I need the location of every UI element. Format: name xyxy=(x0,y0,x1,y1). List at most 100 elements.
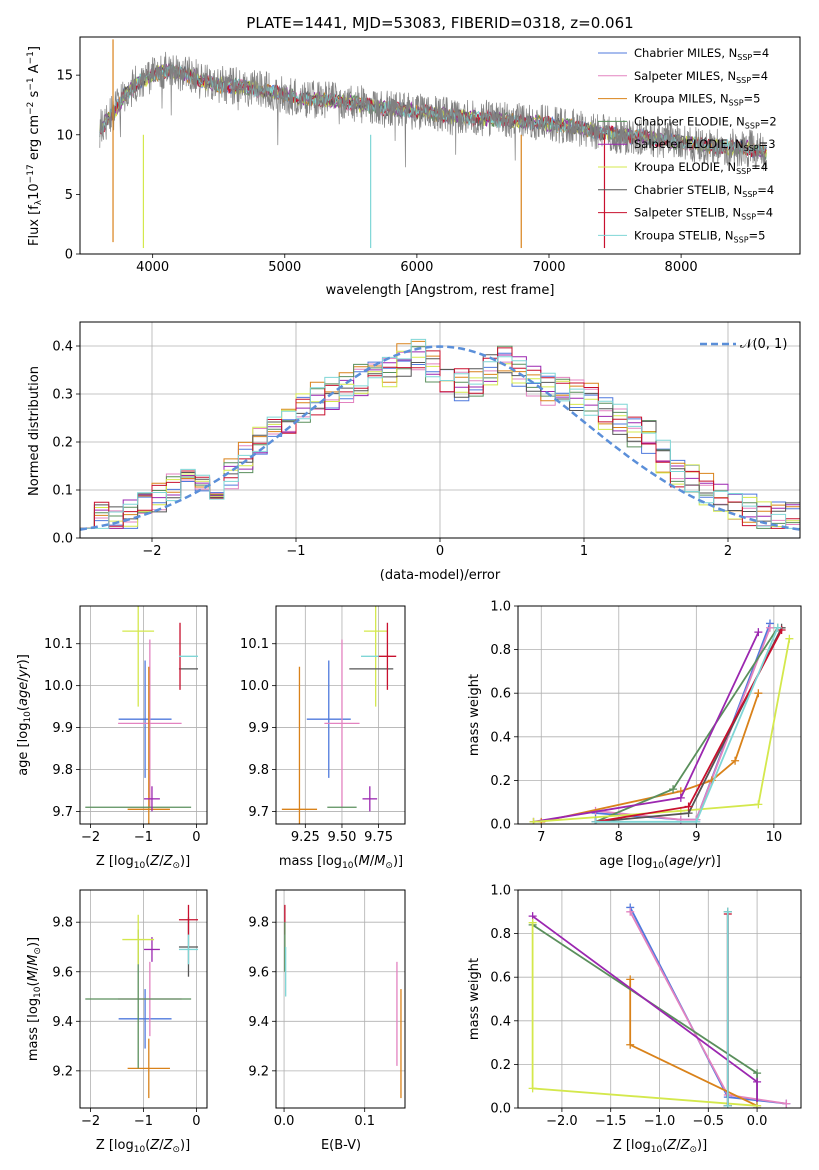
weight-series-line xyxy=(595,629,783,823)
y-tick-label: 0 xyxy=(65,248,73,263)
y-tick-label: 9.8 xyxy=(52,763,73,778)
x-tick-label: 4000 xyxy=(136,260,169,275)
plus-marker xyxy=(723,1101,732,1108)
errorbar-group xyxy=(284,904,402,1099)
y-tick-label: 0.0 xyxy=(490,1102,511,1117)
y-tick-label: 15 xyxy=(56,69,73,84)
y-tick-label: 10.0 xyxy=(44,679,73,694)
histogram-xlabel: (data-model)/error xyxy=(380,568,501,583)
spectrum-panel: PLATE=1441, MJD=53083, FIBERID=0318, z=0… xyxy=(26,14,801,298)
plus-marker xyxy=(773,623,782,632)
mass-vs-ebv-plot: 0.0 0.1 9.2 9.4 9.6 9.8 xyxy=(248,889,406,1129)
plus-marker xyxy=(669,785,678,794)
errorbar-group xyxy=(85,904,199,1099)
y-tick-label: 0.2 xyxy=(490,1058,511,1073)
mass-metallicity-xlabel: Z [log10(Z/Z⊙)] xyxy=(96,1138,190,1155)
plus-marker xyxy=(782,1099,791,1108)
plus-marker xyxy=(754,800,763,809)
legend-label: Chabrier MILES, NSSP=4 xyxy=(634,46,769,62)
x-tick-label: 5000 xyxy=(268,260,301,275)
y-tick-label: 9.4 xyxy=(248,1015,269,1030)
y-tick-label: 0.0 xyxy=(52,532,73,547)
residual-histogram-panel: −2 −1 0 1 2 0.0 0.1 0.2 0.3 0.4 (data-model)/erro… xyxy=(27,321,801,583)
spectrum-lines xyxy=(99,39,768,249)
y-tick-label: 9.8 xyxy=(248,763,269,778)
weight-metallicity-ylabel: mass weight xyxy=(467,958,482,1040)
x-tick-label: 1 xyxy=(580,544,588,559)
x-tick-label: 9.50 xyxy=(327,830,356,845)
weight-series-line xyxy=(531,922,758,1107)
weight-series-line xyxy=(629,979,758,1107)
axes-frame xyxy=(79,321,801,539)
y-tick-label: 0.8 xyxy=(490,927,511,942)
x-tick-label: −2.0 xyxy=(546,1114,578,1129)
x-tick-label: 7 xyxy=(537,830,545,845)
normal-legend-label: 𝒩(0, 1) xyxy=(740,337,787,352)
histogram-ylabel: Normed distribution xyxy=(27,366,42,496)
legend-label: Salpeter STELIB, NSSP=4 xyxy=(634,206,773,222)
legend-label: Chabrier STELIB, NSSP=4 xyxy=(634,183,774,199)
histogram-series-line xyxy=(80,338,800,529)
y-tick-label: 10 xyxy=(56,128,73,143)
y-tick-label: 5 xyxy=(65,188,73,203)
y-tick-label: 10.1 xyxy=(44,637,73,652)
y-tick-label: 0.6 xyxy=(490,971,511,986)
y-tick-label: 10.1 xyxy=(240,637,269,652)
x-tick-label: −1 xyxy=(134,1114,153,1129)
y-tick-label: 0.4 xyxy=(52,340,73,355)
errorbar-group xyxy=(281,606,397,824)
weight-metallicity-xlabel: Z [log10(Z/Z⊙)] xyxy=(613,1138,707,1155)
x-tick-label: 8 xyxy=(615,830,623,845)
x-tick-label: −1 xyxy=(286,544,305,559)
x-tick-label: 0 xyxy=(192,830,200,845)
x-tick-label: 7000 xyxy=(532,260,565,275)
axes-frame xyxy=(79,605,208,825)
weight-age-ylabel: mass weight xyxy=(467,674,482,756)
y-tick-label: 9.2 xyxy=(248,1064,269,1079)
weight-series-line xyxy=(532,924,758,1108)
x-tick-label: −1 xyxy=(134,830,153,845)
y-tick-label: 9.6 xyxy=(248,965,269,980)
plus-marker xyxy=(676,793,685,802)
plus-marker xyxy=(528,1084,537,1093)
x-tick-label: 0.0 xyxy=(274,1114,295,1129)
x-tick-label: 0 xyxy=(192,1114,200,1129)
histogram-steps xyxy=(80,338,800,531)
plus-marker xyxy=(529,817,538,824)
axes-frame xyxy=(79,889,208,1109)
weight-series-line xyxy=(595,627,779,823)
y-tick-label: 9.9 xyxy=(248,721,269,736)
y-tick-label: 0.4 xyxy=(490,730,511,745)
weight-series-line xyxy=(533,638,791,823)
x-tick-label: 0.1 xyxy=(354,1114,375,1129)
y-tick-label: 9.8 xyxy=(248,916,269,931)
weight-age-xlabel: age [log10(age/yr)] xyxy=(599,854,721,871)
weight-series-line xyxy=(595,627,783,823)
errorbar-group xyxy=(85,606,199,824)
y-tick-label: 9.4 xyxy=(52,1015,73,1030)
weight-series-line xyxy=(533,631,760,823)
y-tick-label: 0.2 xyxy=(490,774,511,789)
y-tick-label: 10.0 xyxy=(240,679,269,694)
x-tick-label: 10 xyxy=(766,830,783,845)
legend-label: Kroupa STELIB, NSSP=5 xyxy=(634,228,765,244)
residual-histogram-plot: −2 −1 0 1 2 0.0 0.1 0.2 0.3 0.4 xyxy=(52,321,801,559)
y-tick-label: 0.3 xyxy=(52,388,73,403)
legend-label: Kroupa MILES, NSSP=5 xyxy=(634,92,760,108)
y-tick-label: 1.0 xyxy=(490,884,511,899)
mass-weight-vs-age-panel: 7 8 9 10 0.0 0.2 0.4 0.6 0.8 1.0 age [log10(age/y… xyxy=(467,600,802,871)
y-tick-label: 0.6 xyxy=(490,687,511,702)
spectrum-legend: Chabrier MILES, NSSP=4 Salpeter MILES, NS… xyxy=(598,46,777,244)
x-tick-label: −0.5 xyxy=(693,1114,725,1129)
mass-vs-metallicity-panel: −2 −1 0 9.2 9.4 9.6 9.8 Z [log10(Z/Z⊙)] mass [… xyxy=(26,889,208,1155)
y-tick-label: 1.0 xyxy=(490,600,511,615)
plus-marker xyxy=(753,1101,762,1108)
mass-vs-ebv-panel: 0.0 0.1 9.2 9.4 9.6 9.8 E(B-V) xyxy=(248,889,406,1153)
mass-weight-vs-metallicity-panel: −2.0 −1.5 −1.0 −0.5 0.0 0.0 0.2 0.4 0.6 0.8 1.0 Z … xyxy=(467,884,802,1155)
y-tick-label: 0.4 xyxy=(490,1014,511,1029)
weight-series-line xyxy=(595,627,779,823)
x-tick-label: 8000 xyxy=(665,260,698,275)
x-tick-label: −1.0 xyxy=(644,1114,676,1129)
weight-lines xyxy=(528,903,791,1108)
